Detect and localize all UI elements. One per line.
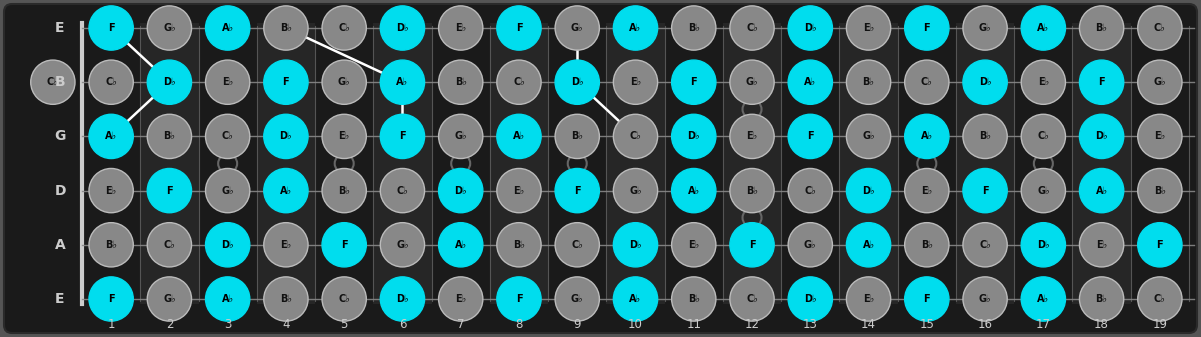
Circle shape [148,168,191,213]
Text: A♭: A♭ [688,186,700,195]
Circle shape [904,168,949,213]
Circle shape [847,168,891,213]
Circle shape [1137,6,1182,50]
Text: E♭: E♭ [746,131,758,142]
Text: F: F [108,294,114,304]
Text: G♭: G♭ [570,294,584,304]
Text: G♭: G♭ [570,23,584,33]
Text: B♭: B♭ [688,294,700,304]
Circle shape [1021,168,1065,213]
Text: G♭: G♭ [1153,77,1166,87]
Text: E♭: E♭ [864,294,874,304]
Text: E♭: E♭ [1097,240,1107,250]
Text: B♭: B♭ [163,131,175,142]
Circle shape [205,277,250,321]
Text: D♭: D♭ [803,23,817,33]
Text: B♭: B♭ [339,186,351,195]
Text: E♭: E♭ [455,294,466,304]
Circle shape [788,114,832,158]
Bar [374,23,431,304]
Text: B♭: B♭ [455,77,467,87]
Text: 2: 2 [166,317,173,331]
Bar [315,23,374,304]
Circle shape [89,114,133,158]
Text: 18: 18 [1094,317,1109,331]
Circle shape [555,223,599,267]
Text: F: F [166,186,173,195]
Text: B♭: B♭ [862,77,874,87]
Circle shape [788,168,832,213]
Circle shape [264,114,309,158]
Text: E♭: E♭ [513,186,525,195]
Text: F: F [748,240,755,250]
Circle shape [1080,223,1124,267]
Circle shape [963,223,1008,267]
Text: G♭: G♭ [979,294,991,304]
Text: C♭: C♭ [513,77,525,87]
Circle shape [1137,168,1182,213]
Circle shape [847,114,891,158]
Circle shape [730,6,775,50]
Bar [839,23,897,304]
Circle shape [847,60,891,104]
Text: A♭: A♭ [455,240,467,250]
Circle shape [205,168,250,213]
Text: C♭: C♭ [396,186,408,195]
Text: 1: 1 [107,317,115,331]
Circle shape [1021,277,1065,321]
Text: D♭: D♭ [1095,131,1107,142]
Circle shape [1021,114,1065,158]
Text: A♭: A♭ [629,294,641,304]
Circle shape [788,277,832,321]
Circle shape [614,277,658,321]
Bar [956,23,1014,304]
Text: D♭: D♭ [163,77,175,87]
Text: 16: 16 [978,317,992,331]
Text: F: F [1157,240,1164,250]
Circle shape [847,223,891,267]
Text: 8: 8 [515,317,522,331]
Text: B♭: B♭ [106,240,118,250]
Text: 13: 13 [802,317,818,331]
Text: B♭: B♭ [280,294,292,304]
Text: E♭: E♭ [1038,77,1048,87]
Text: 6: 6 [399,317,406,331]
Text: 3: 3 [223,317,232,331]
Circle shape [1137,223,1182,267]
Circle shape [1137,277,1182,321]
Text: G♭: G♭ [629,186,641,195]
Bar [141,23,198,304]
Text: A♭: A♭ [396,77,408,87]
Circle shape [264,168,309,213]
Text: D♭: D♭ [396,23,408,33]
Circle shape [264,277,309,321]
Circle shape [614,168,658,213]
Text: B♭: B♭ [280,23,292,33]
Text: 19: 19 [1153,317,1167,331]
Circle shape [1137,114,1182,158]
Circle shape [963,60,1008,104]
Text: A♭: A♭ [1038,294,1050,304]
Text: C♭: C♭ [339,294,351,304]
Bar [548,23,607,304]
Text: C♭: C♭ [805,186,817,195]
Circle shape [438,168,483,213]
Circle shape [438,223,483,267]
Text: F: F [807,131,813,142]
Text: E: E [55,292,65,306]
Text: E♭: E♭ [222,77,233,87]
Bar [1072,23,1130,304]
Text: C♭: C♭ [746,23,758,33]
Circle shape [381,277,425,321]
Text: 7: 7 [456,317,465,331]
Circle shape [555,114,599,158]
Text: C♭: C♭ [979,240,991,250]
Text: E♭: E♭ [864,23,874,33]
Text: F: F [981,186,988,195]
Bar [781,23,839,304]
Text: F: F [574,186,580,195]
Text: D♭: D♭ [979,77,991,87]
Text: A♭: A♭ [862,240,874,250]
Text: A♭: A♭ [513,131,525,142]
